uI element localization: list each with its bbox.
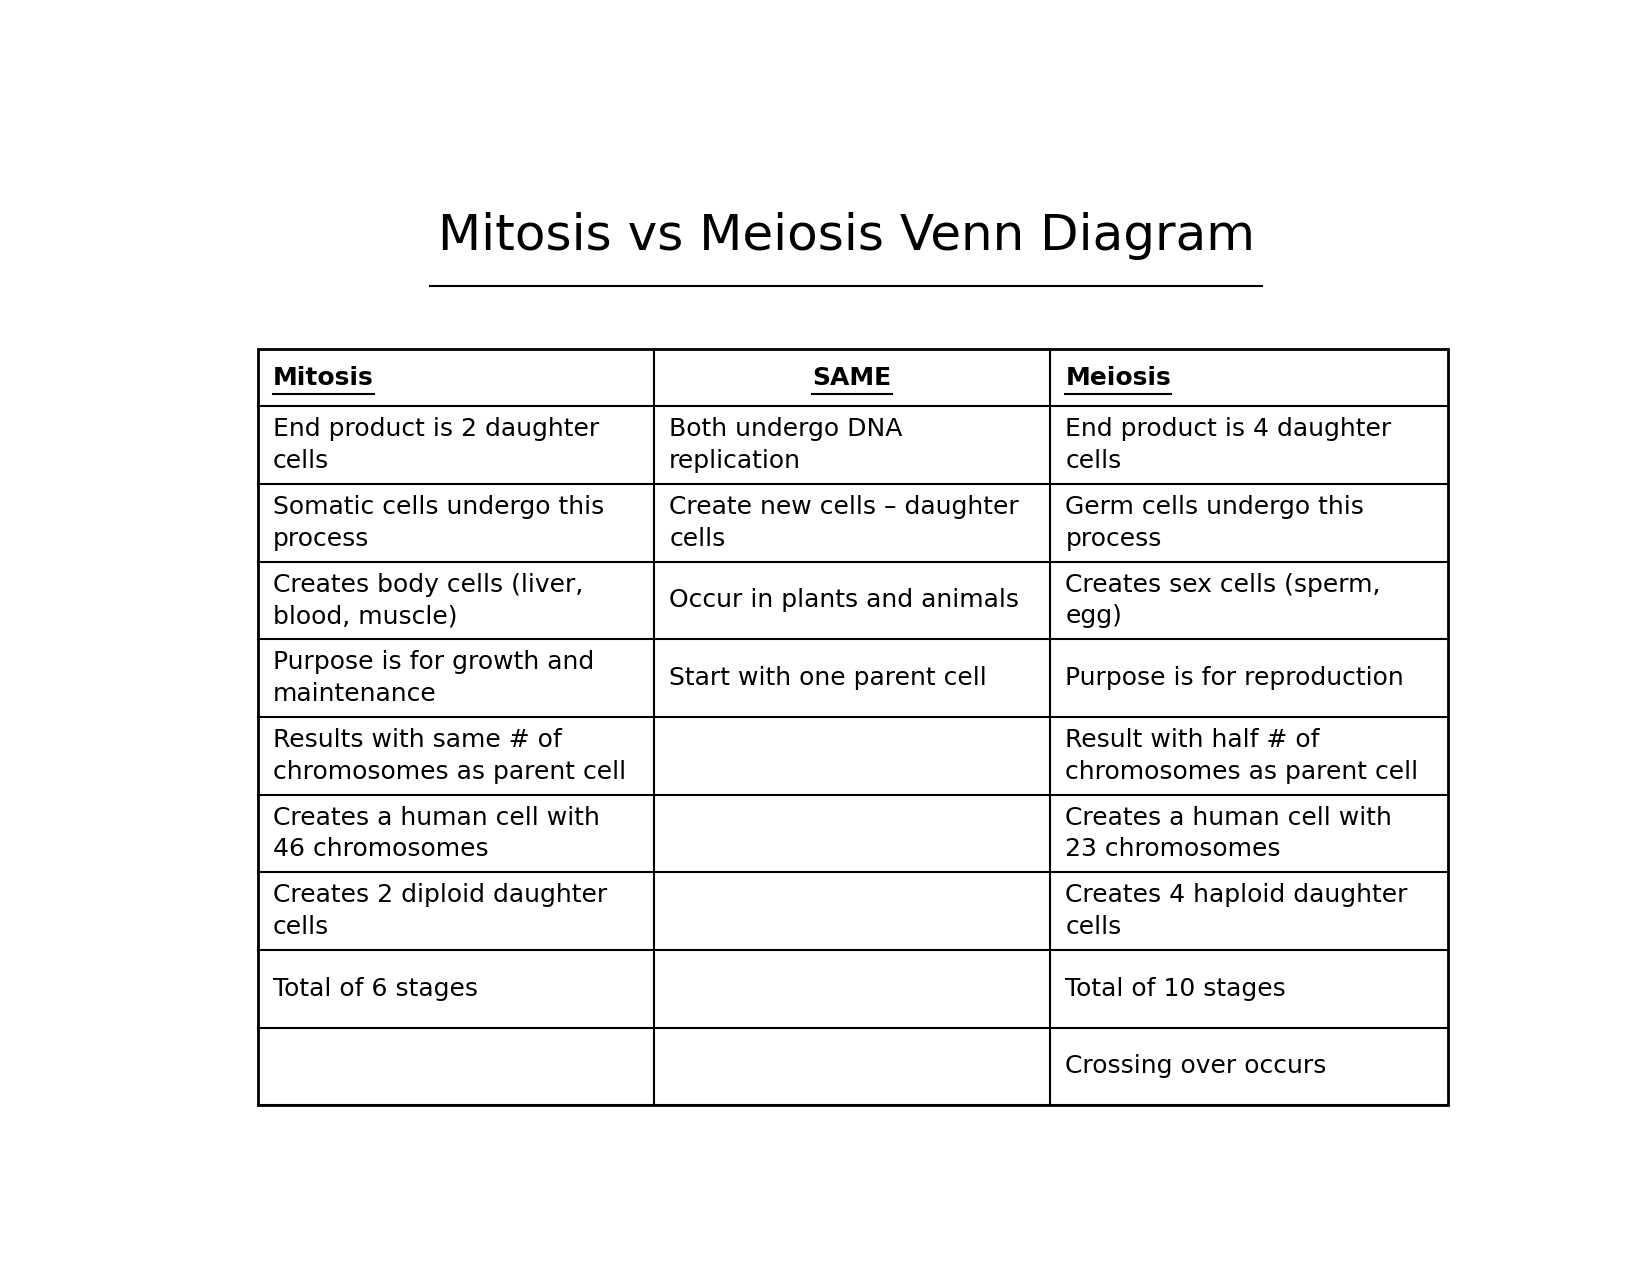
- Text: Creates body cells (liver,
blood, muscle): Creates body cells (liver, blood, muscle…: [272, 572, 583, 629]
- Text: Purpose is for reproduction: Purpose is for reproduction: [1065, 666, 1403, 690]
- Text: Germ cells undergo this
process: Germ cells undergo this process: [1065, 495, 1364, 551]
- Text: Crossing over occurs: Crossing over occurs: [1065, 1054, 1327, 1079]
- Text: Purpose is for growth and
maintenance: Purpose is for growth and maintenance: [272, 650, 594, 706]
- Text: End product is 4 daughter
cells: End product is 4 daughter cells: [1065, 417, 1392, 473]
- Text: Create new cells – daughter
cells: Create new cells – daughter cells: [669, 495, 1019, 551]
- Text: Result with half # of
chromosomes as parent cell: Result with half # of chromosomes as par…: [1065, 728, 1418, 784]
- Text: SAME: SAME: [812, 366, 892, 390]
- Text: Occur in plants and animals: Occur in plants and animals: [669, 589, 1019, 612]
- Text: End product is 2 daughter
cells: End product is 2 daughter cells: [272, 417, 599, 473]
- Text: Meiosis: Meiosis: [1065, 366, 1171, 390]
- Text: Mitosis: Mitosis: [272, 366, 373, 390]
- Text: Creates a human cell with
46 chromosomes: Creates a human cell with 46 chromosomes: [272, 806, 599, 861]
- Text: Total of 6 stages: Total of 6 stages: [272, 977, 477, 1001]
- Text: Total of 10 stages: Total of 10 stages: [1065, 977, 1286, 1001]
- Text: Results with same # of
chromosomes as parent cell: Results with same # of chromosomes as pa…: [272, 728, 626, 784]
- Text: Start with one parent cell: Start with one parent cell: [669, 666, 987, 690]
- Text: Creates 2 diploid daughter
cells: Creates 2 diploid daughter cells: [272, 884, 608, 938]
- Text: Mitosis vs Meiosis Venn Diagram: Mitosis vs Meiosis Venn Diagram: [438, 212, 1255, 260]
- Text: Both undergo DNA
replication: Both undergo DNA replication: [669, 417, 903, 473]
- Text: Creates sex cells (sperm,
egg): Creates sex cells (sperm, egg): [1065, 572, 1380, 629]
- Text: Somatic cells undergo this
process: Somatic cells undergo this process: [272, 495, 604, 551]
- Text: Creates a human cell with
23 chromosomes: Creates a human cell with 23 chromosomes: [1065, 806, 1392, 861]
- Text: Creates 4 haploid daughter
cells: Creates 4 haploid daughter cells: [1065, 884, 1408, 938]
